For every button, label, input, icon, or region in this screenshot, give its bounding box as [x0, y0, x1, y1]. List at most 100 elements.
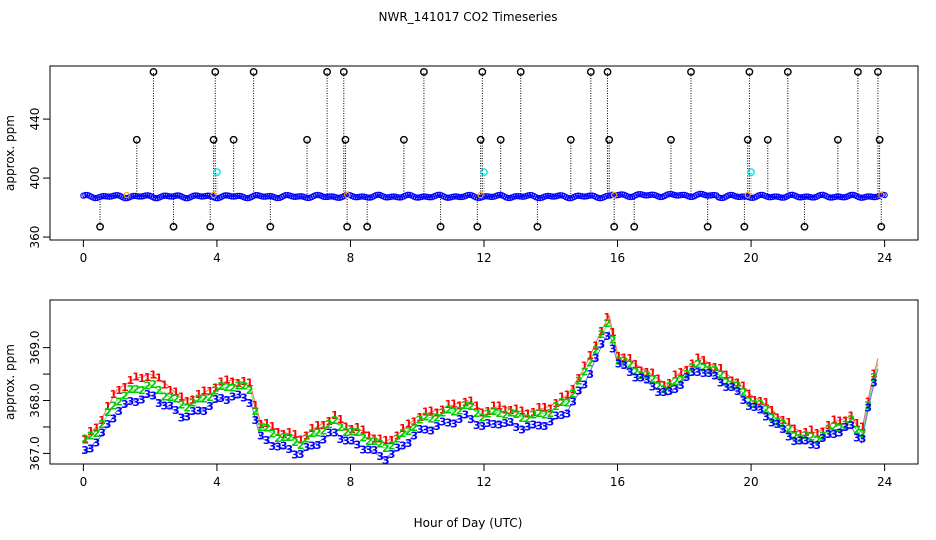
top-x-tick-label: 4 — [213, 251, 221, 265]
top-outlier-point — [96, 222, 104, 231]
bottom-series-marker: 1 — [694, 351, 702, 364]
bottom-series-marker: 2 — [217, 380, 225, 393]
bottom-series-marker: 1 — [263, 417, 271, 430]
bottom-series-marker: 1 — [291, 428, 299, 441]
bottom-series-marker: 2 — [410, 421, 418, 434]
bottom-series-marker: 2 — [819, 429, 827, 442]
bottom-series-marker: 1 — [808, 424, 816, 437]
bottom-series-marker: 1 — [552, 397, 560, 410]
bottom-series-marker: 3 — [700, 367, 708, 380]
bottom-series-marker: 2 — [274, 432, 282, 445]
bottom-series-marker: 2 — [853, 424, 861, 437]
bottom-series-marker: 3 — [666, 385, 674, 398]
bottom-series-marker: 2 — [433, 412, 441, 425]
bottom-series-marker: 2 — [229, 382, 237, 395]
bottom-series-marker: 1 — [666, 377, 674, 390]
bottom-series-marker: 3 — [774, 418, 782, 431]
bottom-series-marker: 3 — [853, 432, 861, 445]
bottom-series-marker: 2 — [473, 407, 481, 420]
bottom-series-marker: 1 — [643, 366, 651, 379]
bottom-series-marker: 3 — [581, 378, 589, 391]
bottom-series-marker: 3 — [836, 427, 844, 440]
bottom-series-marker: 2 — [513, 408, 521, 421]
bottom-series-marker: 1 — [87, 425, 95, 438]
top-baseline-point — [635, 191, 642, 198]
bottom-series-marker: 1 — [479, 406, 487, 419]
top-x-tick-label: 16 — [610, 251, 625, 265]
top-outlier-point — [605, 135, 614, 144]
top-outlier-point — [339, 67, 348, 76]
top-baseline-point — [687, 193, 694, 201]
bottom-series-marker: 2 — [115, 396, 123, 409]
bottom-series-marker: 1 — [836, 415, 844, 428]
top-baseline-point — [464, 191, 472, 199]
bottom-series-marker: 2 — [371, 435, 379, 448]
bottom-series-marker: 1 — [371, 432, 379, 445]
top-baseline-point — [574, 192, 582, 199]
bottom-series-marker: 2 — [234, 380, 242, 393]
bottom-series-marker: 3 — [496, 419, 504, 432]
top-baseline-point — [234, 192, 241, 200]
chart-title: NWR_141017 CO2 Timeseries — [379, 10, 558, 24]
top-outlier-point — [420, 67, 428, 76]
bottom-series-marker: 1 — [671, 369, 679, 382]
bottom-series-marker: 1 — [132, 370, 140, 383]
top-outlier-point — [667, 135, 675, 144]
bottom-series-marker: 3 — [671, 383, 679, 396]
bottom-series-marker: 1 — [740, 379, 748, 392]
top-outlier-point — [341, 135, 350, 144]
bottom-series-marker: 2 — [762, 403, 770, 416]
bottom-series-marker: 2 — [110, 400, 118, 413]
bottom-series-marker: 1 — [297, 433, 305, 446]
top-baseline-point — [827, 194, 834, 201]
bottom-series-marker: 2 — [609, 333, 617, 346]
bottom-series-marker: 1 — [535, 401, 543, 414]
bottom-series-marker: 2 — [439, 406, 447, 419]
top-baseline-point — [160, 192, 167, 199]
bottom-series-marker: 2 — [138, 384, 146, 397]
bottom-series-marker: 2 — [802, 429, 810, 442]
bottom-series-marker: 1 — [439, 404, 447, 417]
top-baseline-point — [605, 192, 612, 199]
bottom-series-marker: 2 — [461, 399, 469, 412]
bottom-series-marker: 2 — [484, 408, 492, 421]
bottom-series-marker: 2 — [688, 361, 696, 374]
top-baseline-point — [388, 193, 396, 200]
bottom-series-marker: 1 — [320, 419, 328, 432]
bottom-series-marker: 2 — [206, 391, 214, 404]
top-baseline-point — [450, 193, 458, 200]
bottom-x-axis: 0 4 8 12 16 20 24 — [80, 464, 892, 489]
bottom-series-marker: 2 — [711, 364, 719, 377]
bottom-series-marker: 3 — [586, 368, 594, 381]
bottom-series-marker: 3 — [501, 417, 509, 430]
bottom-series-marker: 1 — [393, 430, 401, 443]
bottom-series-marker: 1 — [274, 426, 282, 439]
bottom-series-marker: 2 — [81, 433, 89, 446]
bottom-series-marker: 2 — [706, 364, 714, 377]
bottom-series-marker: 3 — [348, 435, 356, 448]
bottom-series-marker: 3 — [286, 443, 294, 456]
bottom-series-marker: 1 — [751, 394, 759, 407]
bottom-series-marker: 3 — [416, 423, 424, 436]
top-outlier-point — [833, 135, 842, 144]
bottom-series-marker: 2 — [530, 409, 538, 422]
bottom-series-marker: 3 — [819, 432, 827, 445]
bottom-series-marker: 3 — [450, 417, 458, 430]
bottom-series-marker: 2 — [422, 411, 430, 424]
bottom-series-marker: 3 — [847, 419, 855, 432]
bottom-series-marker: 3 — [796, 435, 804, 448]
bottom-series-marker: 2 — [87, 430, 95, 443]
bottom-series-marker: 2 — [263, 422, 271, 435]
top-outlier-point — [783, 67, 792, 76]
bottom-series-marker: 2 — [700, 361, 708, 374]
bottom-series-marker: 2 — [359, 431, 367, 444]
bottom-series-marker: 2 — [677, 373, 685, 386]
bottom-series-marker: 3 — [603, 330, 611, 343]
bottom-series-marker: 3 — [303, 441, 311, 454]
bottom-series-marker: 2 — [132, 383, 140, 396]
bottom-series-marker: 1 — [564, 389, 572, 402]
bottom-series-marker: 2 — [507, 407, 515, 420]
bottom-series-marker: 2 — [456, 404, 464, 417]
bottom-series-marker: 1 — [81, 434, 89, 447]
bottom-series-marker: 2 — [161, 390, 169, 403]
